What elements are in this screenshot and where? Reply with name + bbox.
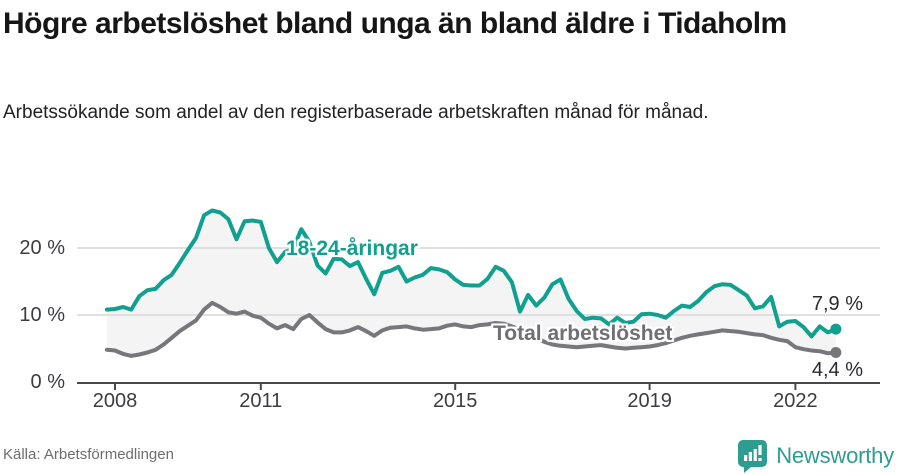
series-label-young: 18-24-åringar bbox=[286, 237, 418, 260]
source-attribution: Källa: Arbetsförmedlingen bbox=[3, 446, 174, 463]
y-axis-tick-20: 20 % bbox=[19, 237, 65, 259]
end-value-total: 4,4 % bbox=[811, 359, 863, 381]
x-axis-tick-2011: 2011 bbox=[239, 390, 283, 412]
y-axis-tick-10: 10 % bbox=[19, 304, 65, 326]
page-title: Högre arbetslöshet bland unga än bland ä… bbox=[3, 7, 787, 40]
x-axis-tick-2008: 2008 bbox=[92, 390, 138, 412]
newsworthy-badge-bar-chart-icon bbox=[738, 440, 768, 473]
newsworthy-logo: Newsworthy bbox=[737, 439, 894, 473]
series-label-total: Total arbetslöshet bbox=[493, 322, 673, 345]
x-axis-tick-2022: 2022 bbox=[773, 390, 818, 412]
page-subtitle: Arbetssökande som andel av den registerb… bbox=[3, 102, 709, 123]
x-axis-tick-2015: 2015 bbox=[432, 390, 478, 412]
y-axis-tick-0: 0 % bbox=[30, 371, 65, 393]
x-axis-tick-2019: 2019 bbox=[627, 390, 672, 412]
end-value-young: 7,9 % bbox=[811, 293, 863, 315]
brand-wordmark: Newsworthy bbox=[776, 443, 894, 468]
